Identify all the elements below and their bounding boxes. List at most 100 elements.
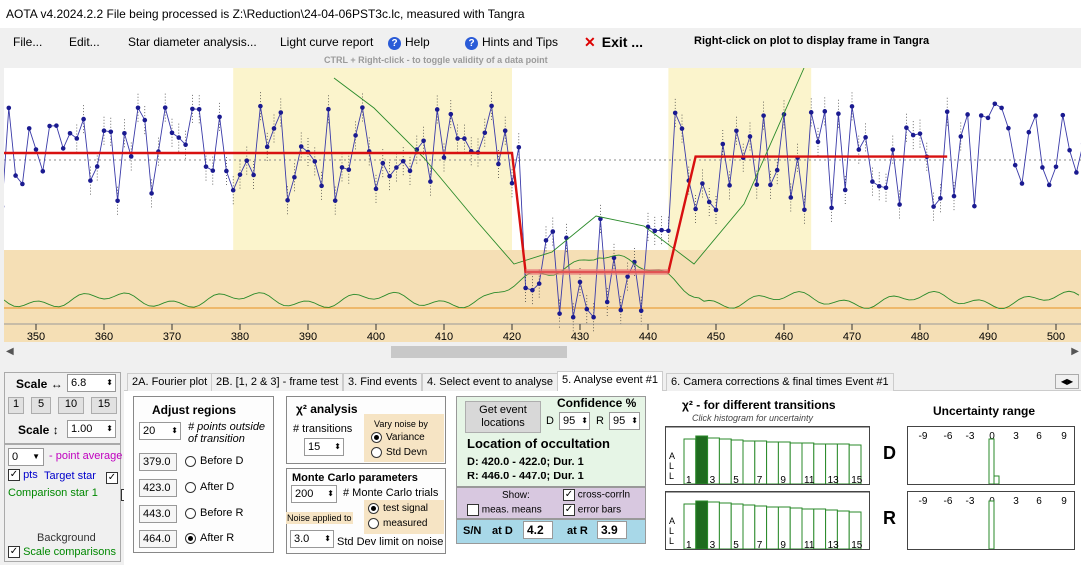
data-point (128, 154, 134, 159)
data-point (734, 128, 739, 134)
before-d-option[interactable]: Before D (185, 455, 243, 467)
stddev-option[interactable]: Std Devn (371, 447, 427, 458)
confidence-r-input[interactable]: 95 ⬍ (609, 412, 640, 430)
after-r-radio[interactable] (185, 532, 196, 544)
zoom-15-button[interactable]: 15 (91, 397, 117, 414)
data-point (1026, 129, 1032, 135)
data-point (591, 314, 596, 320)
model-bottom-band (525, 269, 669, 275)
scale-v-input[interactable]: 1.00 ⬍ (67, 420, 116, 438)
error-bars-option[interactable]: ✓ error bars (563, 504, 621, 516)
hist-bar (813, 443, 827, 485)
before-r-radio[interactable] (185, 507, 196, 519)
x-tick-label: 480 (911, 331, 929, 342)
confidence-r-label: R (596, 415, 604, 427)
after-d-radio[interactable] (185, 481, 196, 493)
test-signal-option[interactable]: test signal (368, 503, 428, 514)
data-point (509, 180, 515, 186)
variance-option[interactable]: Variance (371, 432, 425, 443)
test-signal-radio[interactable] (368, 503, 379, 514)
before-r-option[interactable]: Before R (185, 507, 243, 519)
spinner-icon[interactable]: ⬍ (324, 534, 331, 543)
spinner-icon[interactable]: ⬍ (106, 424, 113, 433)
tab-scroll[interactable]: ◀▶ (1055, 374, 1079, 389)
menu-edit[interactable]: Edit... (69, 35, 100, 49)
chevron-left-icon[interactable]: ◀ (1060, 377, 1067, 386)
data-point (74, 136, 80, 141)
get-event-locations-button[interactable]: Get event locations (465, 401, 541, 433)
after-r-value[interactable]: 464.0 (139, 530, 177, 548)
menu-star-diameter[interactable]: Star diameter analysis... (128, 35, 257, 49)
data-point (530, 287, 535, 293)
zoom-10-button[interactable]: 10 (58, 397, 84, 414)
mc-trials-input[interactable]: 200 ⬍ (291, 485, 337, 503)
menu-help[interactable]: ? Help (388, 35, 430, 50)
target-star-checkbox[interactable]: ✓ (106, 471, 118, 484)
data-point (353, 133, 358, 138)
data-point (33, 147, 39, 152)
data-point (237, 172, 243, 177)
scale-h-value: 6.8 (71, 377, 87, 389)
pts-checkbox[interactable]: ✓ (8, 469, 20, 482)
transitions-input[interactable]: 15 ⬍ (304, 438, 344, 456)
spinner-icon[interactable]: ⬍ (171, 426, 178, 435)
chi-hist-d[interactable]: A L L 1 3 5 7 9 11 13 15 (665, 426, 870, 486)
scroll-left-icon[interactable]: ◀ (6, 346, 14, 357)
meas-means-checkbox[interactable] (467, 504, 479, 516)
after-d-option[interactable]: After D (185, 481, 234, 493)
stddev-radio[interactable] (371, 447, 382, 458)
x-tick-label: 350 (27, 331, 45, 342)
confidence-d-input[interactable]: 95 ⬍ (559, 412, 590, 430)
noise-limit-input[interactable]: 3.0 ⬍ (290, 530, 334, 548)
light-curve-svg[interactable]: 350 360 370 380 390 400 410 420 430 440 450 460 470 4… (0, 67, 1081, 343)
data-point (26, 126, 32, 131)
menu-exit[interactable]: ✕ Exit ... (584, 34, 643, 51)
light-curve-plot[interactable]: 350 360 370 380 390 400 410 420 430 440 450 460 470 4… (0, 67, 1081, 343)
chi-analysis-title: χ² analysis (296, 402, 358, 416)
zoom-1-button[interactable]: 1 (8, 397, 24, 414)
before-d-radio[interactable] (185, 455, 196, 467)
location-title: Location of occultation (467, 436, 610, 451)
chi-hist-r-svg[interactable]: ALL 1 3 5 7 9 11 13 15 (666, 491, 869, 551)
points-outside-input[interactable]: 20 ⬍ (139, 422, 181, 440)
hist-bar (742, 504, 756, 550)
tab-camera-corrections[interactable]: 6. Camera corrections & final times Even… (666, 373, 894, 391)
before-r-value[interactable]: 443.0 (139, 505, 177, 523)
scroll-right-icon[interactable]: ▶ (1071, 346, 1079, 357)
scrollbar-thumb[interactable] (391, 346, 567, 358)
scale-h-input[interactable]: 6.8 ⬍ (67, 374, 116, 392)
spinner-icon[interactable]: ⬍ (581, 416, 588, 425)
spinner-icon[interactable]: ⬍ (327, 489, 334, 498)
tab-analyse-event[interactable]: 5. Analyse event #1 (557, 371, 664, 391)
chevron-right-icon[interactable]: ▶ (1067, 377, 1074, 386)
tab-find-events[interactable]: 3. Find events (343, 373, 423, 391)
menu-file[interactable]: File... (13, 35, 43, 49)
measured-radio[interactable] (368, 518, 379, 529)
tab-select-event[interactable]: 4. Select event to analyse (422, 373, 558, 391)
menu-hints[interactable]: ? Hints and Tips (465, 35, 558, 50)
error-bars-checkbox[interactable]: ✓ (563, 504, 575, 516)
after-d-value[interactable]: 423.0 (139, 479, 177, 497)
after-r-option[interactable]: After R (185, 532, 234, 544)
chi-hist-d-svg[interactable]: ALL 1 3 5 7 9 11 13 15 (666, 426, 869, 486)
tab-fourier[interactable]: 2A. Fourier plot (127, 373, 213, 391)
data-point (319, 183, 324, 189)
measured-option[interactable]: measured (368, 518, 427, 529)
spinner-icon[interactable]: ⬍ (334, 442, 341, 451)
cross-corr-option[interactable]: ✓ cross-corrln (563, 489, 630, 501)
menu-light-curve-report[interactable]: Light curve report (280, 35, 374, 49)
spinner-icon[interactable]: ⬍ (106, 378, 113, 387)
meas-means-option[interactable]: meas. means (467, 504, 542, 516)
cross-corr-checkbox[interactable]: ✓ (563, 489, 575, 501)
variance-radio[interactable] (371, 432, 382, 443)
chi-hist-r[interactable]: A L L 1 3 5 7 9 11 13 15 (665, 491, 870, 551)
before-d-value[interactable]: 379.0 (139, 453, 177, 471)
spinner-icon[interactable]: ⬍ (631, 416, 638, 425)
tab-frame-test[interactable]: 2B. [1, 2 & 3] - frame test (211, 373, 344, 391)
data-point (264, 144, 270, 150)
data-point (489, 103, 494, 109)
scale-comparisons-checkbox[interactable]: ✓ (8, 546, 20, 559)
point-average-select[interactable]: 0 ▼ (8, 448, 44, 466)
uncertainty-bar (993, 475, 1000, 485)
zoom-5-button[interactable]: 5 (31, 397, 51, 414)
